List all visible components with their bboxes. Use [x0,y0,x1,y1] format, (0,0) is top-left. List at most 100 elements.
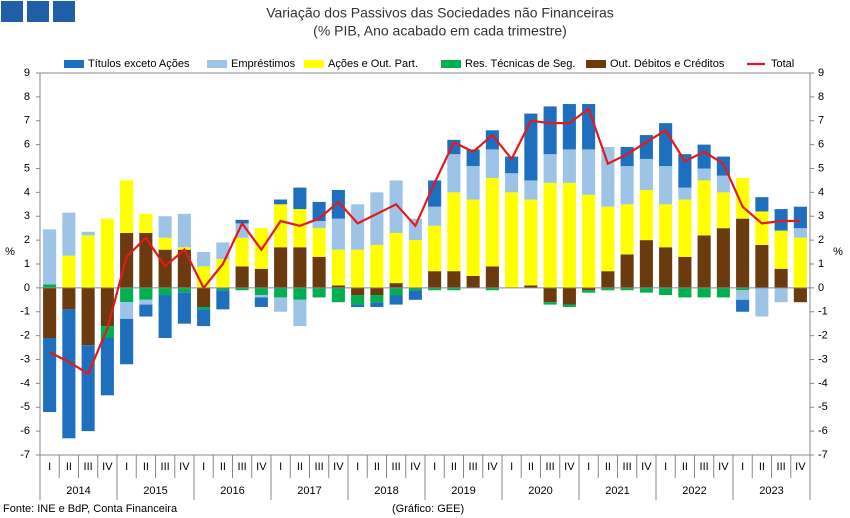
y2-tick-label: -3 [818,353,828,365]
bar-segment [351,287,365,296]
y2-tick-label: 8 [818,91,824,103]
bar-segment [524,180,538,200]
bar-segment [755,197,769,212]
bar-segment [370,295,384,303]
credit: (Gráfico: GEE) [392,503,464,515]
logo-block [27,1,49,22]
bar-segment [620,287,634,291]
bar-segment [158,237,172,250]
bar-segment [447,154,461,193]
x-tick-label: IV [795,461,806,473]
x-tick-label: I [279,461,282,473]
bar-segment [485,149,499,179]
bar-segment [120,302,134,319]
x-tick-label: IV [256,461,267,473]
bar-segment [216,290,230,310]
y2-tick-label: 5 [818,162,824,174]
bar-segment [389,180,403,233]
y2-tick-label: -1 [818,306,828,318]
x-tick-label: IV [718,461,729,473]
bar-segment [601,287,615,291]
y-tick-label: 2 [24,234,30,246]
bar-segment [312,221,326,229]
y-tick-label: 0 [24,282,30,294]
bar-segment [254,295,268,298]
bar-segment [543,106,557,155]
x-tick-label: IV [102,461,113,473]
y2-tick-label: 4 [818,186,824,198]
bar-segment [158,249,172,288]
x-tick-label: IV [641,461,652,473]
year-label: 2014 [66,485,90,497]
bar-segment [678,199,692,257]
bar-segment [197,252,211,267]
source: Fonte: INE e BdP, Conta Financeira [3,503,178,515]
bar-segment [139,299,153,305]
bar-segment [774,287,788,303]
bar-segment [755,211,769,245]
bar-segment [428,287,442,291]
bar-segment [428,225,442,272]
x-tick-label: III [161,461,170,473]
bar-segment [81,231,95,236]
y-tick-label: 8 [24,91,30,103]
bar-segment [755,287,769,317]
bar-segment [659,204,673,248]
x-tick-label: IV [410,461,421,473]
y2-tick-label: 6 [818,139,824,151]
logo-block [1,1,23,22]
year-label: 2023 [759,485,783,497]
bar-segment [293,209,307,248]
y2-axis-label: % [833,246,843,258]
bar-segment [177,292,191,324]
bar-segment [254,268,268,288]
y-tick-label: 9 [24,67,30,79]
y-tick-label: 7 [24,115,30,127]
bar-segment [562,104,576,150]
bar-segment [389,287,403,296]
bar-segment [62,309,76,439]
bar-segment [177,287,191,293]
bar-segment [389,283,403,288]
bar-segment [62,212,76,256]
bar-segment [120,180,134,233]
bar-segment [793,228,807,238]
y-tick-label: 4 [24,186,30,198]
legend-label: Empréstimos [231,58,296,70]
x-tick-label: III [84,461,93,473]
y-tick-label: -6 [20,425,30,437]
y-tick-label: 1 [24,258,30,270]
x-tick-label: II [143,461,149,473]
x-tick-label: IV [564,461,575,473]
bar-segment [100,338,114,396]
bar-segment [659,247,673,288]
y-axis-label: % [5,246,15,258]
x-tick-label: I [202,461,205,473]
bar-segment [428,206,442,226]
legend-swatch [64,60,84,68]
bar-segment [312,256,326,288]
bar-segment [774,230,788,269]
bar-segment [447,192,461,272]
bar-segment [716,287,730,298]
bar-segment [62,287,76,310]
bar-segment [447,271,461,288]
bar-segment [331,249,345,286]
legend-swatch [586,60,606,68]
x-tick-label: II [759,461,765,473]
bar-segment [582,287,596,291]
x-tick-label: II [451,461,457,473]
bar-segment [697,180,711,236]
bar-segment [120,318,134,365]
y-tick-label: 6 [24,139,30,151]
legend-swatch [207,60,227,68]
bar-segment [274,199,288,205]
bar-segment [331,285,345,288]
year-label: 2020 [528,485,552,497]
x-tick-label: II [528,461,534,473]
bar-segment [659,166,673,205]
x-tick-label: III [777,461,786,473]
x-tick-label: II [682,461,688,473]
bar-segment [274,287,288,298]
bar-segment [370,192,384,245]
